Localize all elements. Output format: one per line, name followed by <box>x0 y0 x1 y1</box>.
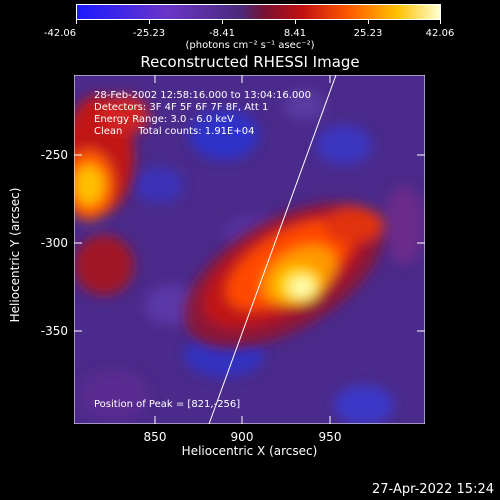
solar-limb-line <box>208 75 337 424</box>
colorbar-units: (photons cm⁻² s⁻¹ asec⁻²) <box>185 40 315 51</box>
detectors-text: Detectors: 3F 4F 5F 6F 7F 8F, Att 1 <box>94 102 269 113</box>
x-tick-label: 850 <box>143 430 167 444</box>
main-emission-region <box>184 202 384 348</box>
x-tick-label: 950 <box>318 430 342 444</box>
y-tick-label: -300 <box>40 236 68 250</box>
y-tick-label: -250 <box>40 148 68 162</box>
rhessi-image-plot <box>74 75 425 424</box>
background-emission <box>79 90 424 424</box>
render-timestamp: 27-Apr-2022 15:24 <box>372 482 494 497</box>
time-range-text: 28-Feb-2002 12:58:16.000 to 13:04:16.000 <box>94 90 312 101</box>
y-tick-label: -350 <box>40 324 68 338</box>
peak-position-text: Position of Peak = [821,-256] <box>94 399 241 410</box>
colorbar-tick-label: -8.41 <box>209 28 235 39</box>
colorbar-tick-label: 8.41 <box>283 28 307 39</box>
image-title: Reconstructed RHESSI Image <box>140 53 360 71</box>
clean-counts-text: Clean Total counts: 1.91E+04 <box>94 126 255 137</box>
colorbar-tick-label: -25.23 <box>132 28 166 39</box>
y-axis-label: Heliocentric Y (arcsec) <box>8 187 22 323</box>
energy-range-text: Energy Range: 3.0 - 6.0 keV <box>94 114 234 125</box>
colorbar-tick-label: 25.23 <box>353 28 383 39</box>
colorbar-tick-label: 42.06 <box>425 28 455 39</box>
colorbar <box>76 4 441 20</box>
colorbar-tick-label: -42.06 <box>43 28 77 39</box>
x-tick-label: 900 <box>230 430 254 444</box>
left-emission-region <box>74 95 149 295</box>
x-axis-label: Heliocentric X (arcsec) <box>181 444 318 458</box>
